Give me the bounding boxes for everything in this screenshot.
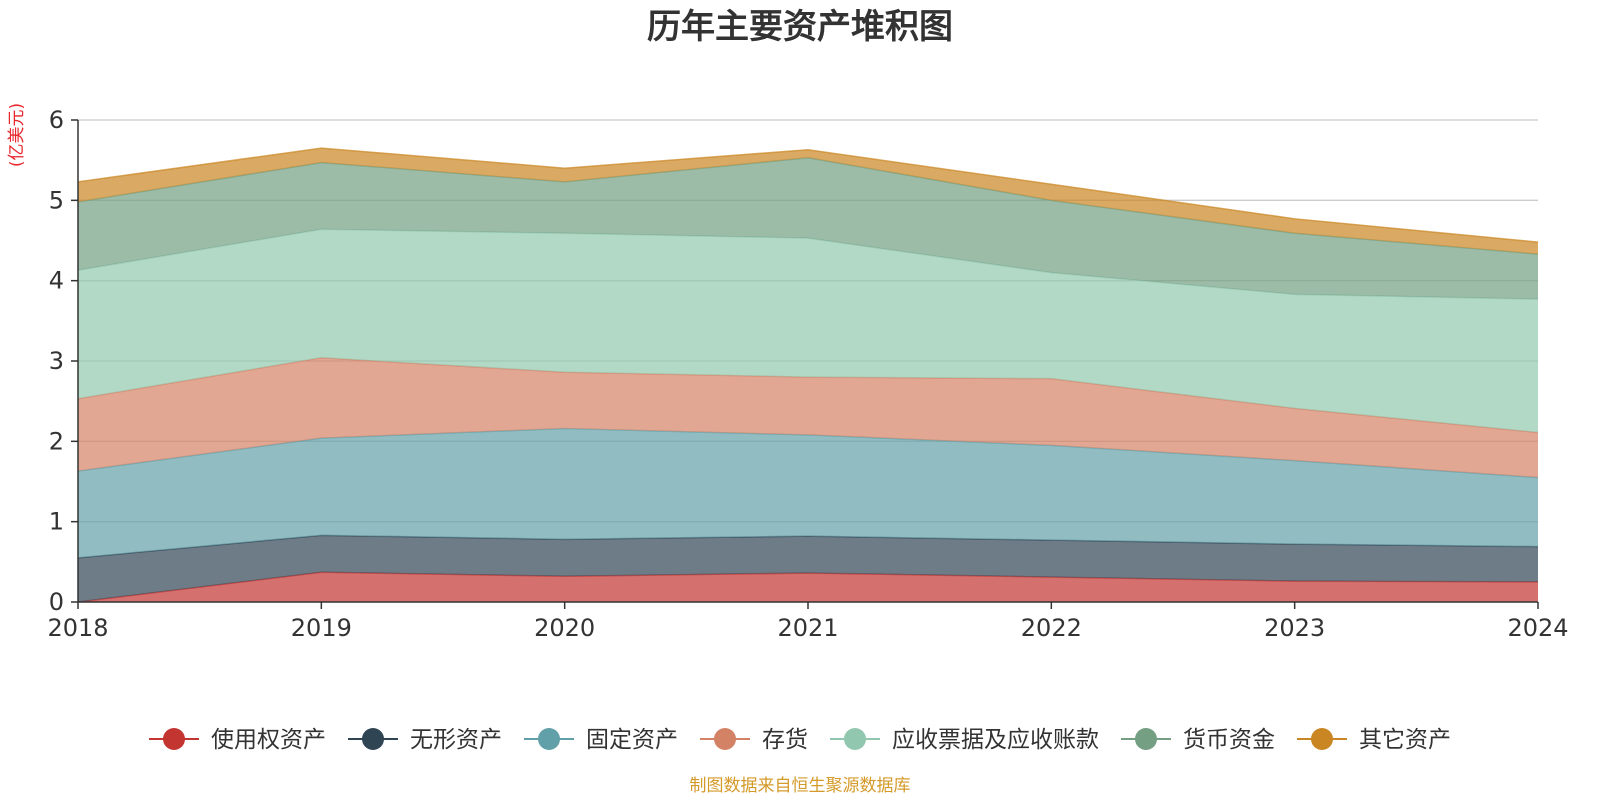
y-tick-label: 2	[49, 427, 64, 455]
x-tick-label: 2022	[1021, 614, 1082, 642]
y-tick-label: 3	[49, 347, 64, 375]
x-tick-label: 2019	[291, 614, 352, 642]
legend-label: 无形资产	[410, 727, 502, 753]
area-3[interactable]	[78, 428, 1538, 558]
legend-dot-icon	[538, 728, 560, 750]
y-tick-label: 1	[49, 508, 64, 536]
legend-dot-icon	[163, 728, 185, 750]
legend-label: 应收票据及应收账款	[892, 727, 1099, 753]
y-tick-label: 0	[49, 588, 64, 616]
x-tick-label: 2021	[777, 614, 838, 642]
legend-label: 固定资产	[586, 727, 678, 753]
area-4[interactable]	[78, 357, 1538, 478]
legend-item-1[interactable]: 使用权资产	[149, 727, 326, 753]
legend[interactable]: 使用权资产 无形资产 固定资产 存货 应收票据及应收账款 货币资金 其它资产	[149, 727, 1451, 753]
legend-dot-icon	[1311, 728, 1333, 750]
axes: 0 1 2 3 4 5 6 2018 2019 2020 2021 2022 2023 2024	[47, 106, 1568, 642]
legend-dot-icon	[362, 728, 384, 750]
legend-item-7[interactable]: 其它资产	[1297, 727, 1451, 753]
y-tick-label: 6	[49, 106, 64, 134]
area-5[interactable]	[78, 229, 1538, 433]
legend-label: 存货	[762, 727, 808, 753]
legend-item-4[interactable]: 存货	[700, 727, 808, 753]
legend-dot-icon	[1135, 728, 1157, 750]
legend-label: 货币资金	[1183, 727, 1275, 753]
chart-title: 历年主要资产堆积图	[647, 7, 953, 47]
y-tick-label: 4	[49, 267, 64, 295]
source-note: 制图数据来自恒生聚源数据库	[690, 776, 911, 796]
legend-dot-icon	[714, 728, 736, 750]
legend-item-6[interactable]: 货币资金	[1121, 727, 1275, 753]
legend-item-5[interactable]: 应收票据及应收账款	[830, 727, 1099, 753]
x-tick-label: 2020	[534, 614, 595, 642]
x-tick-label: 2023	[1264, 614, 1325, 642]
legend-label: 使用权资产	[211, 727, 326, 753]
area-2[interactable]	[78, 535, 1538, 602]
legend-dot-icon	[844, 728, 866, 750]
area-6[interactable]	[78, 157, 1538, 300]
area-series	[77, 147, 1539, 603]
y-unit-label: (亿美元)	[7, 103, 27, 167]
legend-item-3[interactable]: 固定资产	[524, 727, 678, 753]
legend-label: 其它资产	[1359, 727, 1451, 753]
x-tick-label: 2018	[47, 614, 108, 642]
x-tick-label: 2024	[1507, 614, 1568, 642]
y-tick-label: 5	[49, 186, 64, 214]
series-line-7	[77, 147, 1539, 243]
legend-item-2[interactable]: 无形资产	[348, 727, 502, 753]
